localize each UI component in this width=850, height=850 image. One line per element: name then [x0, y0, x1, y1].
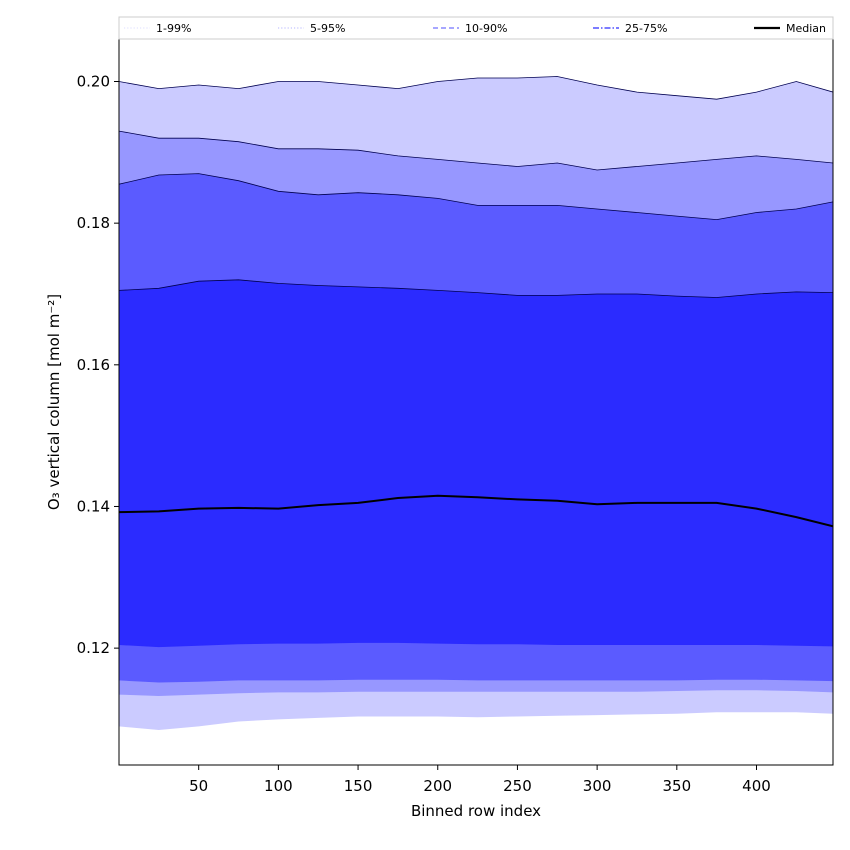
legend-box: [118, 16, 834, 40]
y-tick-label: 0.18: [77, 214, 110, 232]
y-tick-label: 0.12: [77, 639, 110, 657]
band-upper-edge-3: [119, 173, 833, 221]
legend-label-5: Median: [786, 22, 826, 35]
legend-label-2: 5-95%: [310, 22, 345, 35]
band-area-4: [119, 279, 833, 647]
median-layer: [119, 494, 833, 528]
x-tick-label: 350: [662, 777, 691, 795]
legend-label-1: 1-99%: [156, 22, 191, 35]
band-lower-edge-1: [119, 711, 833, 731]
band-lower-edge-4: [119, 642, 833, 648]
median-line: [119, 494, 833, 528]
legend: 1-99% 5-95% 10-90% 25-75% Median: [118, 16, 834, 40]
band-upper-edge-2: [119, 130, 833, 171]
band-upper-edge-4: [119, 279, 833, 298]
percentile-bands: [119, 76, 833, 731]
y-axis-title: O₃ vertical column [mol m⁻²]: [45, 294, 63, 510]
x-tick-label: 400: [742, 777, 771, 795]
x-tick-label: 50: [189, 777, 208, 795]
x-axis-title: Binned row index: [411, 802, 541, 820]
band-lower-edge-3: [119, 678, 833, 683]
y-tick-label: 0.20: [77, 72, 110, 90]
band-upper-edge-1: [119, 76, 833, 100]
y-tick-label: 0.16: [77, 356, 110, 374]
x-tick-label: 200: [423, 777, 452, 795]
x-tick-label: 250: [503, 777, 532, 795]
band-lower-edge-2: [119, 689, 833, 697]
x-tick-label: 100: [264, 777, 293, 795]
y-tick-label: 0.14: [77, 497, 110, 515]
y-axis: 0.12 0.14 0.16 0.18 0.20: [77, 72, 119, 657]
x-tick-label: 300: [583, 777, 612, 795]
legend-label-4: 25-75%: [625, 22, 667, 35]
legend-label-3: 10-90%: [465, 22, 507, 35]
x-axis: 50 100 150 200 250 300 350 400: [189, 765, 771, 795]
x-tick-label: 150: [344, 777, 373, 795]
